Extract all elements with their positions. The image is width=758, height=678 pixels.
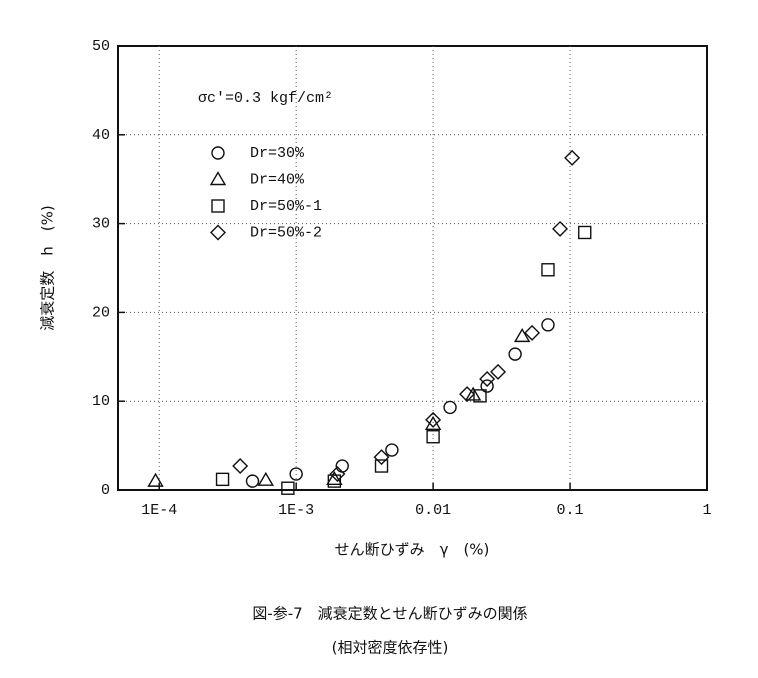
point: [373, 449, 390, 466]
point: [215, 472, 230, 487]
point: [374, 459, 389, 473]
point: [385, 443, 399, 457]
point: [329, 466, 346, 483]
plot-frame: [117, 45, 708, 491]
x-tick-label: 0.01: [415, 502, 451, 519]
point: [232, 458, 249, 475]
point: [327, 474, 342, 488]
legend-marker: [211, 146, 225, 160]
point: [326, 470, 343, 486]
point: [426, 430, 440, 444]
legend-label: Dr=40%: [250, 171, 305, 188]
point: [490, 363, 507, 380]
point: [459, 386, 476, 403]
point: [508, 347, 522, 361]
point: [473, 389, 487, 403]
point: [335, 459, 349, 473]
point: [245, 474, 260, 488]
point: [564, 149, 581, 166]
y-tick-label: 40: [92, 127, 110, 144]
legend-marker: [209, 171, 227, 186]
y-axis-label: 減衰定数 h (%): [39, 205, 57, 330]
annotation: σc'=0.3 kgf/cm²: [198, 90, 333, 107]
point: [541, 263, 555, 277]
point: [513, 327, 531, 343]
y-tick-label: 20: [92, 304, 110, 321]
x-tick-label: 1: [702, 502, 711, 519]
legend-label: Dr=50%-1: [250, 198, 322, 215]
y-tick-label: 30: [92, 216, 110, 233]
point: [578, 225, 592, 240]
x-tick-label: 1E-4: [141, 502, 177, 519]
x-axis-label: せん断ひずみ γ (%): [335, 541, 490, 559]
legend-label: Dr=50%-2: [250, 224, 322, 241]
legend-marker: [211, 199, 225, 213]
x-tick-label: 1E-3: [278, 502, 314, 519]
point: [524, 324, 541, 341]
point: [541, 318, 555, 332]
point: [479, 371, 496, 387]
legend-marker: [210, 224, 226, 241]
y-tick-label: 0: [101, 482, 110, 499]
x-tick-label: 0.1: [557, 502, 584, 519]
point: [480, 379, 494, 393]
point: [147, 472, 164, 487]
caption-line: (相対密度依存性): [332, 639, 449, 657]
point: [464, 386, 482, 401]
y-tick-label: 50: [92, 38, 110, 55]
point: [552, 220, 569, 237]
point: [257, 471, 275, 486]
legend-label: Dr=30%: [250, 145, 305, 162]
point: [281, 481, 295, 495]
caption-line: 図-参-7 減衰定数とせん断ひずみの関係: [252, 605, 527, 623]
point: [425, 411, 442, 428]
y-tick-label: 10: [92, 393, 110, 410]
point: [443, 400, 457, 415]
point: [289, 467, 303, 481]
